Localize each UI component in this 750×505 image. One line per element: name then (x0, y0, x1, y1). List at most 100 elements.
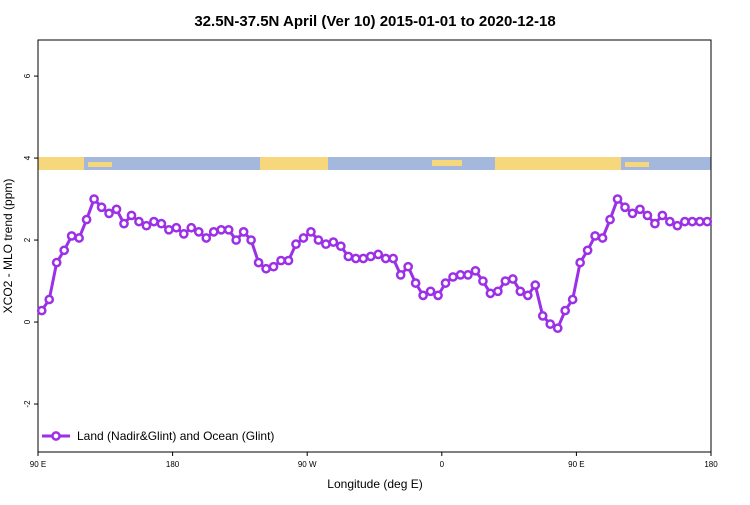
x-tick-label: 180 (166, 460, 180, 469)
legend-marker (51, 431, 61, 441)
data-point (380, 253, 391, 264)
data-point (193, 227, 204, 237)
data-point (679, 216, 690, 227)
data-point (81, 214, 92, 225)
data-point (702, 216, 713, 227)
data-point (440, 278, 451, 288)
data-point (463, 270, 473, 280)
data-point (291, 239, 301, 250)
data-point (238, 227, 249, 237)
data-point (455, 270, 466, 280)
x-tick-label: 90 E (568, 460, 584, 469)
plot-frame (37, 39, 712, 453)
data-point (582, 245, 593, 256)
data-point (268, 261, 279, 272)
data-point (216, 224, 227, 235)
data-point (134, 216, 144, 227)
data-point (552, 323, 563, 334)
data-point (111, 204, 122, 215)
data-point (590, 231, 600, 241)
land-band (260, 157, 328, 170)
data-point (687, 216, 698, 227)
x-tick-label: 180 (704, 460, 718, 469)
data-point (567, 294, 578, 305)
data-point (635, 204, 645, 215)
data-point (149, 216, 159, 227)
data-point (253, 257, 264, 268)
data-point (208, 227, 219, 237)
data-point (403, 261, 413, 272)
data-point (433, 290, 443, 301)
data-point (560, 305, 571, 316)
data-point (620, 202, 630, 213)
data-point (694, 216, 705, 227)
data-point (96, 202, 107, 213)
y-tick-label: 6 (23, 73, 32, 78)
data-point (672, 220, 683, 231)
data-point (530, 280, 541, 291)
data-point (186, 222, 197, 233)
y-tick-label: 0 (23, 319, 32, 324)
data-point (126, 210, 137, 221)
data-point (575, 257, 585, 268)
y-axis-label: XCO2 - MLO trend (ppm) (1, 179, 15, 314)
data-point (141, 220, 152, 231)
data-point (605, 214, 615, 225)
data-point (59, 245, 70, 256)
data-point (231, 235, 242, 245)
data-point (425, 286, 436, 297)
data-point (388, 253, 399, 264)
data-point (418, 290, 428, 301)
land-band (432, 160, 462, 166)
y-tick-label: -2 (23, 400, 32, 408)
data-point (104, 208, 114, 219)
data-point (665, 216, 675, 227)
data-point (373, 249, 384, 260)
data-point (410, 278, 421, 288)
data-point (448, 272, 458, 282)
data-point (246, 235, 256, 245)
data-point (164, 224, 174, 235)
data-point (171, 222, 182, 233)
x-tick-label: 0 (440, 460, 445, 469)
data-point (515, 286, 526, 297)
data-point (283, 255, 294, 266)
data-point (298, 233, 309, 243)
chart-title: 32.5N-37.5N April (Ver 10) 2015-01-01 to… (194, 13, 555, 30)
land-band (625, 162, 649, 167)
data-point (223, 224, 234, 235)
data-point (119, 218, 129, 229)
data-point (545, 319, 556, 329)
land-ocean-strip (38, 157, 711, 170)
data-point (313, 235, 324, 245)
data-point (650, 218, 660, 229)
data-point (89, 194, 99, 204)
data-point (470, 265, 481, 276)
data-point (276, 255, 286, 266)
data-point (66, 231, 77, 241)
data-point (485, 288, 496, 299)
y-tick-label: 4 (23, 155, 32, 160)
data-point (74, 233, 84, 243)
data-point (597, 233, 608, 243)
data-point (493, 286, 503, 297)
data-point (358, 253, 369, 264)
land-band (88, 162, 112, 167)
data-point (627, 208, 638, 219)
data-point (350, 253, 361, 264)
data-point (156, 218, 167, 229)
data-point (522, 290, 533, 301)
y-tick-label: 2 (23, 237, 32, 242)
data-point (321, 239, 331, 250)
data-point (612, 194, 623, 204)
data-point (478, 276, 488, 286)
data-point (507, 274, 518, 284)
data-point (178, 229, 189, 239)
data-point (306, 227, 316, 237)
legend-label: Land (Nadir&Glint) and Ocean (Glint) (77, 429, 274, 443)
land-band (495, 157, 621, 170)
data-point (44, 294, 55, 305)
data-point (343, 251, 354, 262)
data-point (261, 263, 271, 274)
